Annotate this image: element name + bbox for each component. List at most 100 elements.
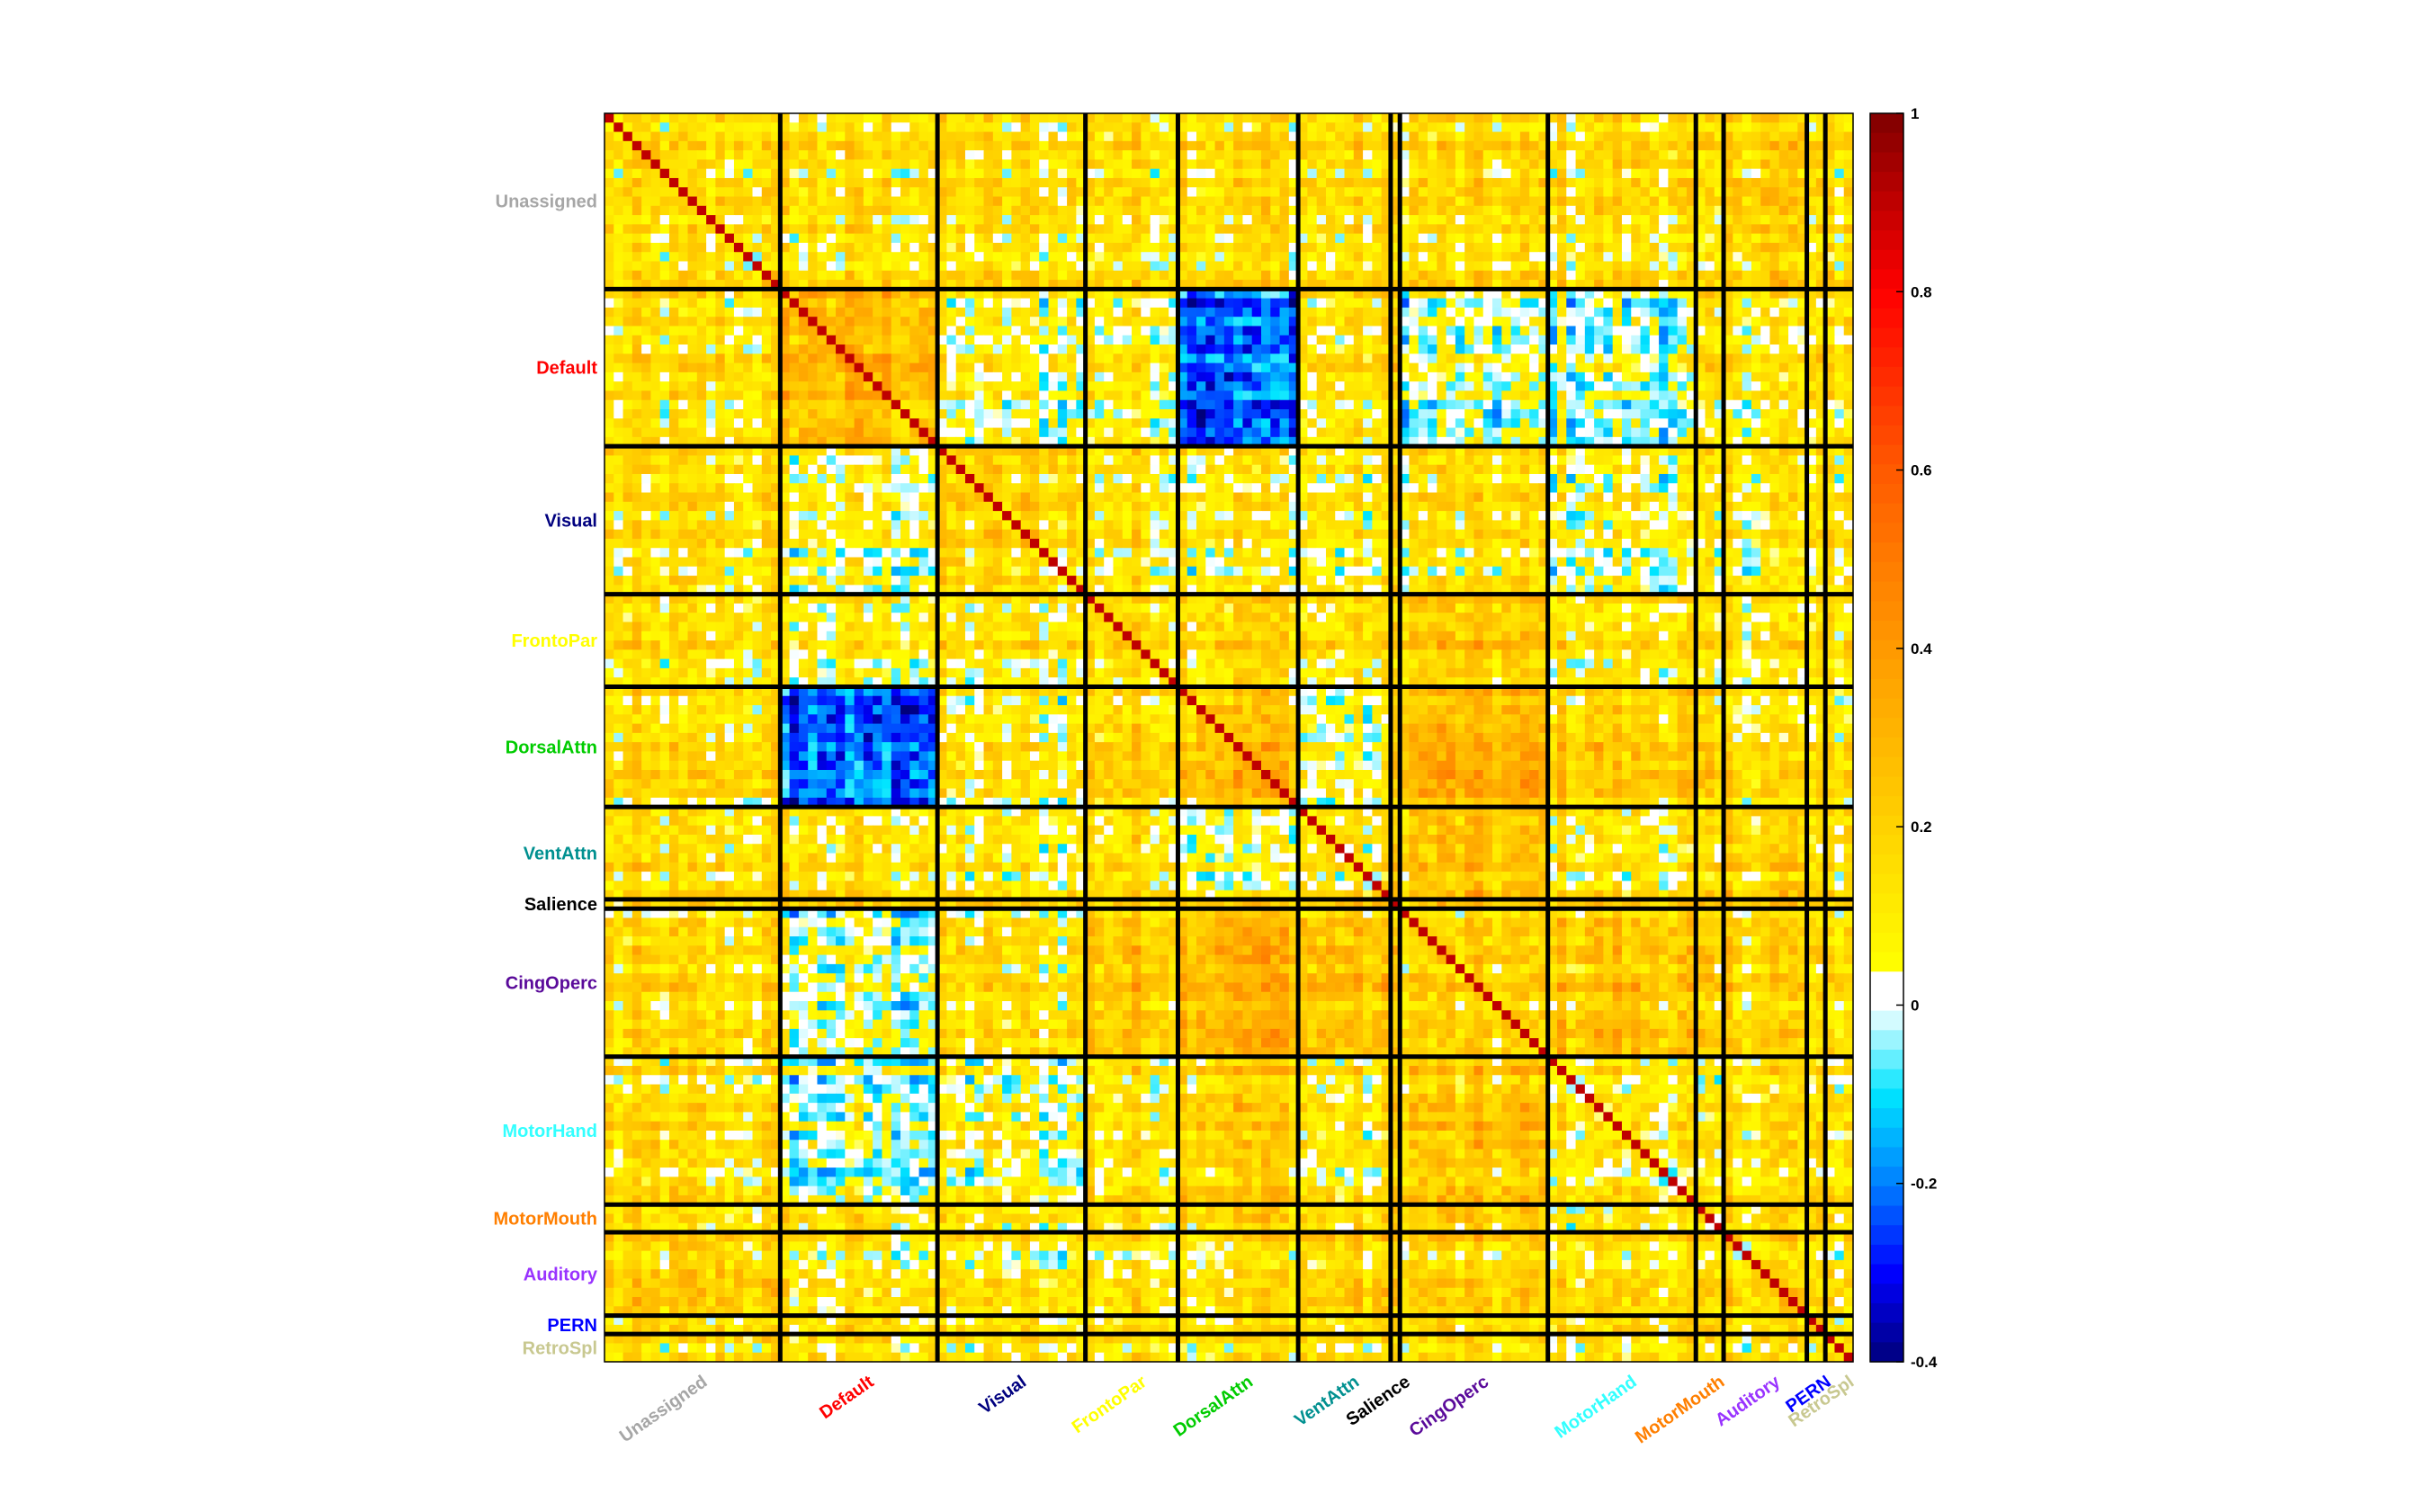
- matrix-cell: [1372, 242, 1383, 253]
- matrix-cell: [1455, 427, 1465, 438]
- matrix-cell: [955, 187, 966, 198]
- matrix-cell: [1686, 187, 1697, 198]
- matrix-cell: [1538, 252, 1549, 263]
- matrix-cell: [1381, 436, 1392, 447]
- matrix-cell: [1094, 335, 1105, 345]
- matrix-cell: [1510, 446, 1521, 457]
- matrix-cell: [992, 205, 1003, 216]
- matrix-cell: [1529, 436, 1540, 447]
- matrix-cell: [1760, 353, 1771, 364]
- matrix-cell: [1307, 177, 1318, 188]
- matrix-cell: [983, 317, 994, 327]
- matrix-cell: [752, 298, 763, 309]
- matrix-cell: [1603, 196, 1614, 207]
- matrix-cell: [909, 362, 920, 373]
- matrix-cell: [1455, 344, 1465, 354]
- matrix-cell: [1446, 344, 1456, 354]
- matrix-cell: [1825, 436, 1836, 447]
- matrix-cell: [1668, 371, 1679, 382]
- matrix-cell: [817, 270, 828, 281]
- matrix-cell: [1797, 252, 1808, 263]
- matrix-cell: [641, 371, 652, 382]
- matrix-cell: [605, 362, 614, 373]
- matrix-cell: [715, 335, 726, 345]
- matrix-cell: [1482, 307, 1493, 318]
- matrix-cell: [1344, 326, 1355, 336]
- matrix-cell: [1363, 409, 1373, 419]
- matrix-cell: [780, 409, 791, 419]
- matrix-cell: [1640, 326, 1651, 336]
- matrix-cell: [761, 280, 772, 290]
- matrix-cell: [798, 446, 809, 457]
- matrix-cell: [1529, 252, 1540, 263]
- matrix-cell: [817, 335, 828, 345]
- matrix-cell: [1085, 233, 1096, 244]
- matrix-cell: [1556, 261, 1567, 272]
- matrix-cell: [1437, 122, 1447, 133]
- matrix-cell: [1677, 215, 1688, 225]
- matrix-cell: [1751, 326, 1761, 336]
- matrix-cell: [1325, 150, 1336, 161]
- matrix-cell: [1677, 371, 1688, 382]
- matrix-cell: [1575, 224, 1586, 235]
- matrix-cell: [1150, 224, 1160, 235]
- matrix-cell: [706, 289, 716, 300]
- matrix-cell: [789, 399, 800, 410]
- matrix-cell: [1298, 159, 1308, 170]
- matrix-cell: [845, 196, 855, 207]
- matrix-cell: [891, 187, 901, 198]
- matrix-cell: [1335, 177, 1346, 188]
- matrix-cell: [1464, 427, 1475, 438]
- matrix-cell: [1705, 344, 1715, 354]
- matrix-cell: [1205, 446, 1216, 457]
- matrix-cell: [964, 131, 975, 142]
- matrix-cell: [1797, 446, 1808, 457]
- matrix-cell: [900, 233, 910, 244]
- matrix-cell: [1113, 196, 1124, 207]
- matrix-cell: [1363, 113, 1373, 123]
- matrix-cell: [955, 196, 966, 207]
- matrix-cell: [1659, 205, 1669, 216]
- matrix-cell: [1778, 261, 1789, 272]
- matrix-cell: [771, 289, 781, 300]
- matrix-cell: [1353, 418, 1364, 429]
- matrix-cell: [1298, 409, 1308, 419]
- matrix-cell: [1659, 252, 1669, 263]
- matrix-cell: [808, 261, 819, 272]
- matrix-cell: [1556, 159, 1567, 170]
- matrix-cell: [1825, 418, 1836, 429]
- matrix-cell: [1428, 399, 1437, 410]
- matrix-cell: [817, 289, 828, 300]
- matrix-cell: [1797, 326, 1808, 336]
- matrix-cell: [964, 252, 975, 263]
- matrix-cell: [882, 289, 892, 300]
- matrix-cell: [1834, 233, 1845, 244]
- matrix-cell: [798, 436, 809, 447]
- matrix-cell: [1677, 233, 1688, 244]
- matrix-cell: [1381, 399, 1392, 410]
- matrix-cell: [1372, 317, 1383, 327]
- matrix-cell: [1094, 289, 1105, 300]
- matrix-cell: [1298, 335, 1308, 345]
- matrix-cell: [1806, 381, 1817, 392]
- matrix-cell: [706, 270, 716, 281]
- matrix-cell: [1788, 261, 1798, 272]
- matrix-cell: [1705, 371, 1715, 382]
- matrix-cell: [1501, 427, 1512, 438]
- matrix-cell: [1806, 280, 1817, 290]
- matrix-cell: [1150, 242, 1160, 253]
- matrix-cell: [1751, 122, 1761, 133]
- matrix-cell: [992, 371, 1003, 382]
- matrix-cell: [1724, 113, 1733, 123]
- matrix-cell: [1473, 317, 1484, 327]
- matrix-cell: [808, 113, 819, 123]
- matrix-cell: [1178, 224, 1188, 235]
- matrix-cell: [1214, 224, 1225, 235]
- matrix-cell: [845, 335, 855, 345]
- matrix-cell: [1649, 252, 1660, 263]
- matrix-cell: [1575, 150, 1586, 161]
- matrix-cell: [724, 261, 735, 272]
- matrix-cell: [1575, 233, 1586, 244]
- matrix-cell: [1724, 261, 1733, 272]
- matrix-cell: [1834, 187, 1845, 198]
